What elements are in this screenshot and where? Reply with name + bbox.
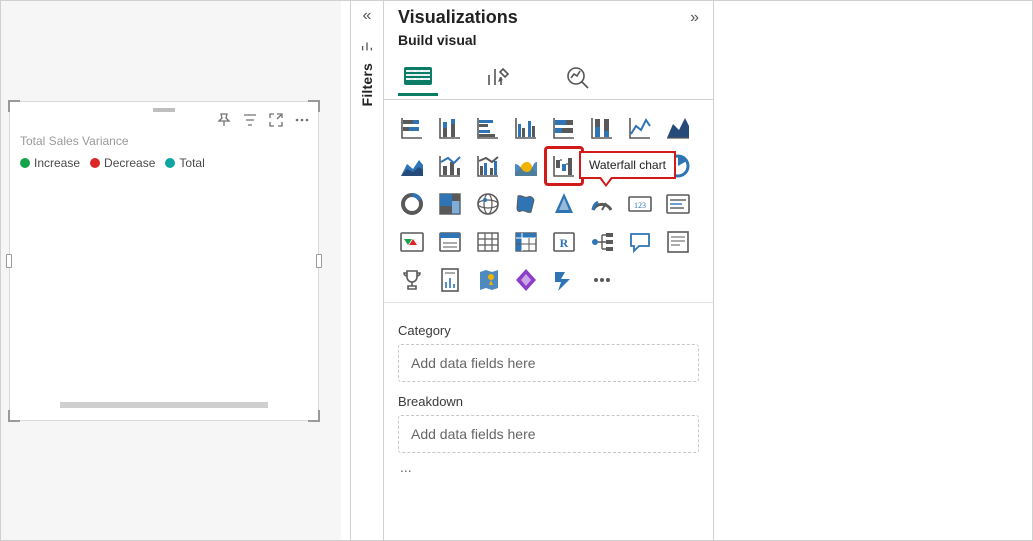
stacked-area-icon[interactable] bbox=[394, 148, 430, 184]
gauge-icon[interactable] bbox=[584, 186, 620, 222]
tab-analytics[interactable] bbox=[558, 60, 598, 96]
treemap-icon[interactable] bbox=[432, 186, 468, 222]
pin-icon[interactable] bbox=[216, 112, 232, 128]
ribbon-chart-icon[interactable] bbox=[508, 148, 544, 184]
legend-item: Increase bbox=[20, 156, 80, 170]
resize-handle-ml[interactable] bbox=[6, 254, 12, 268]
legend-swatch-icon bbox=[90, 158, 100, 168]
kpi-icon[interactable] bbox=[394, 224, 430, 260]
field-wells: Category Add data fields here Breakdown … bbox=[384, 302, 713, 483]
line-clustered-column-icon[interactable] bbox=[470, 148, 506, 184]
visual-placeholder-card[interactable]: Total Sales Variance Increase Decrease T… bbox=[9, 101, 319, 421]
paginated-report-icon[interactable] bbox=[432, 262, 468, 298]
pane-title: Visualizations bbox=[398, 7, 518, 28]
100pct-bar-vertical-icon[interactable] bbox=[584, 110, 620, 146]
pane-subtitle: Build visual bbox=[384, 28, 713, 56]
powerautomate-icon[interactable] bbox=[546, 262, 582, 298]
viz-pane-tabs bbox=[384, 56, 713, 100]
azure-map-icon[interactable] bbox=[546, 186, 582, 222]
qna-visual-icon[interactable] bbox=[622, 224, 658, 260]
table-icon[interactable] bbox=[470, 224, 506, 260]
expand-chevron-icon[interactable]: » bbox=[690, 9, 699, 27]
svg-text:123: 123 bbox=[634, 201, 646, 210]
legend-label: Total bbox=[179, 156, 204, 170]
visual-legend: Increase Decrease Total bbox=[20, 156, 205, 170]
r-visual-icon[interactable]: R bbox=[546, 224, 582, 260]
card-123-icon[interactable]: 123 bbox=[622, 186, 658, 222]
bars-icon bbox=[360, 39, 374, 53]
visual-header-actions bbox=[10, 108, 318, 132]
legend-label: Decrease bbox=[104, 156, 155, 170]
stacked-bar-horizontal-icon[interactable] bbox=[394, 110, 430, 146]
goals-trophy-icon[interactable] bbox=[394, 262, 430, 298]
filters-label: Filters bbox=[359, 63, 375, 106]
waterfall-chart-icon[interactable] bbox=[546, 148, 582, 184]
visual-title: Total Sales Variance bbox=[20, 134, 129, 148]
filter-icon[interactable] bbox=[242, 112, 258, 128]
multirow-card-icon[interactable] bbox=[660, 186, 696, 222]
tab-build-visual[interactable] bbox=[398, 60, 438, 96]
category-well[interactable]: Add data fields here bbox=[398, 344, 699, 382]
legend-swatch-icon bbox=[165, 158, 175, 168]
100pct-bar-horizontal-icon[interactable] bbox=[546, 110, 582, 146]
legend-item: Decrease bbox=[90, 156, 155, 170]
collapse-chevron-icon[interactable]: « bbox=[363, 7, 372, 25]
tab-format-visual[interactable] bbox=[478, 60, 518, 96]
app-stage: Total Sales Variance Increase Decrease T… bbox=[0, 0, 1033, 541]
well-label: Breakdown bbox=[398, 394, 699, 409]
resize-handle-br[interactable] bbox=[308, 410, 320, 422]
resize-handle-bl[interactable] bbox=[8, 410, 20, 422]
tooltip-caret-icon bbox=[599, 178, 613, 187]
area-chart-icon[interactable] bbox=[660, 110, 696, 146]
horizontal-scrollbar[interactable] bbox=[60, 402, 268, 408]
legend-swatch-icon bbox=[20, 158, 30, 168]
tooltip-text: Waterfall chart bbox=[589, 158, 666, 172]
clustered-bar-vertical-icon[interactable] bbox=[508, 110, 544, 146]
svg-text:R: R bbox=[560, 236, 569, 250]
visual-type-grid: 123 R bbox=[384, 100, 713, 302]
slicer-icon[interactable] bbox=[432, 224, 468, 260]
decomposition-tree-icon[interactable] bbox=[584, 224, 620, 260]
well-label: Category bbox=[398, 323, 699, 338]
narrative-icon[interactable] bbox=[660, 224, 696, 260]
line-stacked-column-icon[interactable] bbox=[432, 148, 468, 184]
line-chart-icon[interactable] bbox=[622, 110, 658, 146]
clustered-bar-horizontal-icon[interactable] bbox=[470, 110, 506, 146]
resize-handle-mr[interactable] bbox=[316, 254, 322, 268]
filled-map-icon[interactable] bbox=[508, 186, 544, 222]
filters-pane-collapsed[interactable]: « Filters bbox=[350, 1, 384, 541]
powerapps-icon[interactable] bbox=[508, 262, 544, 298]
stacked-bar-vertical-icon[interactable] bbox=[432, 110, 468, 146]
map-globe-icon[interactable] bbox=[470, 186, 506, 222]
donut-chart-icon[interactable] bbox=[394, 186, 430, 222]
breakdown-well[interactable]: Add data fields here bbox=[398, 415, 699, 453]
legend-item: Total bbox=[165, 156, 204, 170]
more-wells-indicator[interactable]: ... bbox=[398, 453, 699, 475]
matrix-icon[interactable] bbox=[508, 224, 544, 260]
more-visuals-icon[interactable] bbox=[584, 262, 620, 298]
visualizations-pane: Visualizations » Build visual bbox=[384, 1, 714, 541]
tooltip: Waterfall chart bbox=[579, 151, 676, 179]
arcgis-map-icon[interactable] bbox=[470, 262, 506, 298]
report-canvas[interactable]: Total Sales Variance Increase Decrease T… bbox=[1, 1, 341, 541]
more-options-icon[interactable] bbox=[294, 112, 310, 128]
legend-label: Increase bbox=[34, 156, 80, 170]
focus-mode-icon[interactable] bbox=[268, 112, 284, 128]
